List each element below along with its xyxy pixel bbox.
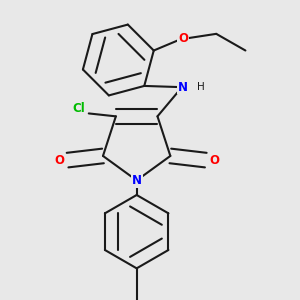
Text: H: H bbox=[197, 82, 205, 92]
Text: N: N bbox=[132, 174, 142, 187]
Text: N: N bbox=[178, 81, 188, 94]
Text: O: O bbox=[178, 32, 188, 44]
Text: O: O bbox=[209, 154, 219, 166]
Text: Cl: Cl bbox=[72, 102, 85, 115]
Text: O: O bbox=[54, 154, 64, 166]
